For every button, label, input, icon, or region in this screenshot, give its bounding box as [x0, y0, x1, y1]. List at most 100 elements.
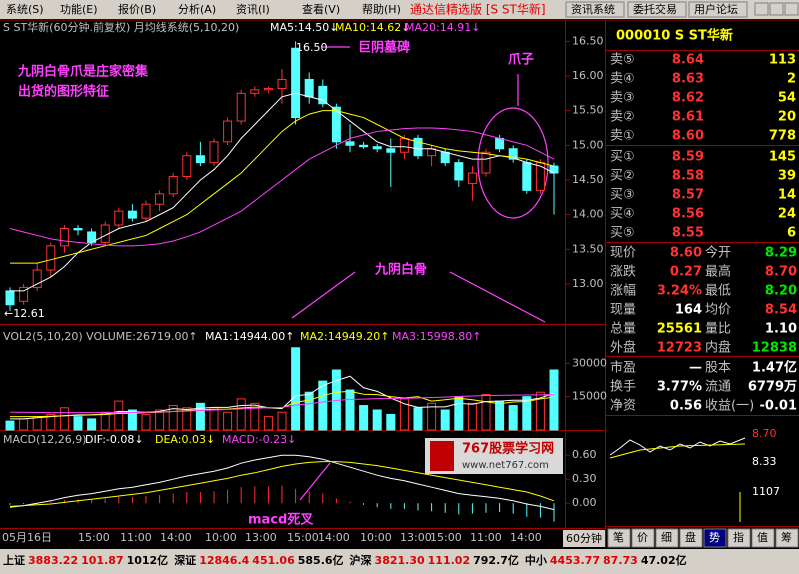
candle-body [399, 137, 409, 153]
status-item: 585.6亿 [298, 553, 344, 567]
book-price: 8.64 [672, 53, 704, 68]
status-item: 792.7亿 [473, 553, 519, 567]
stat-cell: 3.77% [657, 380, 702, 395]
candle-body [73, 227, 83, 231]
ma-line [10, 92, 555, 292]
macd-bar-label: MACD:-0.23↓ [222, 433, 296, 446]
book-volume: 20 [778, 110, 796, 125]
candle-body [46, 245, 56, 271]
toolbar-button[interactable] [688, 1, 748, 18]
volume-bar [413, 407, 423, 431]
volume-bar [291, 347, 301, 431]
toolbar-button-label[interactable]: 用户论坛 [694, 2, 738, 16]
menu-item[interactable]: 帮助(H) [362, 2, 401, 16]
stat-cell: 总量 [610, 322, 636, 337]
stat-cell: 12723 [657, 341, 702, 356]
volume-bar [168, 405, 178, 431]
stat-cell: 涨跌 [610, 264, 636, 280]
tab[interactable] [655, 528, 679, 548]
menu-item[interactable]: 系统(S) [6, 3, 44, 16]
toolbar-button-label[interactable]: 委托交易 [633, 2, 677, 16]
volume-bar [195, 402, 205, 431]
tab[interactable] [703, 528, 727, 548]
book-price: 8.60 [672, 129, 704, 144]
period-tab-label[interactable]: 60分钟 [566, 531, 602, 545]
book-volume: 54 [778, 91, 796, 106]
macd-line-label: DIF:-0.08↓ [85, 433, 144, 446]
time-label: 05月16日 [2, 531, 52, 544]
menu-item[interactable]: 查看(V) [302, 2, 340, 16]
stat-cell: — [689, 361, 702, 376]
toolbar-button-label[interactable]: 资讯系统 [571, 3, 615, 16]
ma-line [9, 127, 555, 247]
tab-label[interactable]: 筹 [781, 530, 792, 544]
minimize-button[interactable] [754, 2, 769, 16]
volume-bar [114, 400, 124, 431]
status-item: 47.02亿 [641, 553, 687, 567]
y-tick-label: 15.00 [572, 138, 604, 151]
stat-cell: 8.20 [765, 284, 797, 299]
tab-label[interactable]: 价 [637, 531, 648, 544]
volume-bar [236, 398, 246, 431]
candle-body [250, 89, 260, 94]
tab[interactable] [775, 528, 799, 548]
maximize-button[interactable] [769, 2, 784, 16]
book-volume: 145 [769, 150, 796, 165]
menu-item[interactable]: 资讯(I) [236, 3, 270, 16]
volume-bar [87, 418, 97, 431]
volume-bar [318, 380, 328, 431]
tab[interactable] [727, 528, 751, 548]
status-item: 3883.22 [28, 554, 78, 567]
candle-body [413, 137, 423, 157]
toolbar-button[interactable] [565, 1, 625, 18]
time-label: 13:00 [245, 531, 277, 544]
menu-item[interactable]: 功能(E) [60, 2, 98, 16]
mini-label: 8.33 [752, 455, 777, 468]
stat-cell: 1.10 [765, 322, 797, 337]
low-label: ←12.61 [4, 307, 45, 320]
stat-cell: 8.70 [765, 265, 797, 280]
tab-label[interactable]: 势 [709, 531, 720, 544]
volume-bar [59, 407, 69, 431]
tab[interactable] [607, 528, 631, 548]
book-volume: 6 [787, 226, 796, 241]
tab[interactable] [751, 528, 775, 548]
tab-label[interactable]: 细 [661, 531, 672, 544]
candle-body [440, 151, 450, 164]
y-tick-label: 0.00 [572, 496, 597, 509]
candle-body [59, 227, 69, 247]
book-label: 卖① [610, 129, 635, 144]
volume-bar [263, 416, 273, 431]
time-label: 11:00 [120, 531, 152, 544]
macd-line-label: DEA:0.03↓ [155, 433, 215, 446]
arrow [291, 271, 356, 319]
toolbar-button[interactable] [627, 1, 687, 18]
volume-bar [440, 409, 450, 431]
volume-bar [127, 409, 137, 431]
tab-label[interactable]: 盘 [685, 530, 696, 544]
candle-body [495, 137, 505, 150]
y-tick-label: 30000 [572, 356, 607, 369]
tab[interactable] [679, 528, 703, 548]
status-item: 上证 [3, 553, 25, 567]
menu-item[interactable]: 分析(A) [178, 2, 216, 16]
tab-label[interactable]: 指 [733, 530, 744, 544]
stat-cell: 3.24% [657, 284, 702, 299]
volume-bar [141, 413, 151, 431]
tab-label[interactable]: 笔 [613, 530, 624, 544]
volume-ma-label: MA3:15998.80↑ [392, 330, 481, 343]
y-tick-label: 0.60 [572, 448, 597, 461]
tab-label[interactable]: 值 [757, 531, 768, 544]
ma-label: MA5:14.50↓ [270, 21, 338, 34]
candle-body [168, 176, 178, 195]
tab[interactable] [631, 528, 655, 548]
volume-bar [155, 409, 165, 431]
period-tab[interactable] [563, 530, 605, 547]
close-button[interactable] [784, 2, 799, 16]
book-price: 8.57 [672, 188, 704, 203]
stat-cell: 1.47亿 [752, 360, 797, 376]
volume-bar [250, 402, 260, 431]
high-label: 16.50 [296, 41, 328, 54]
menu-item[interactable]: 报价(B) [118, 2, 156, 16]
